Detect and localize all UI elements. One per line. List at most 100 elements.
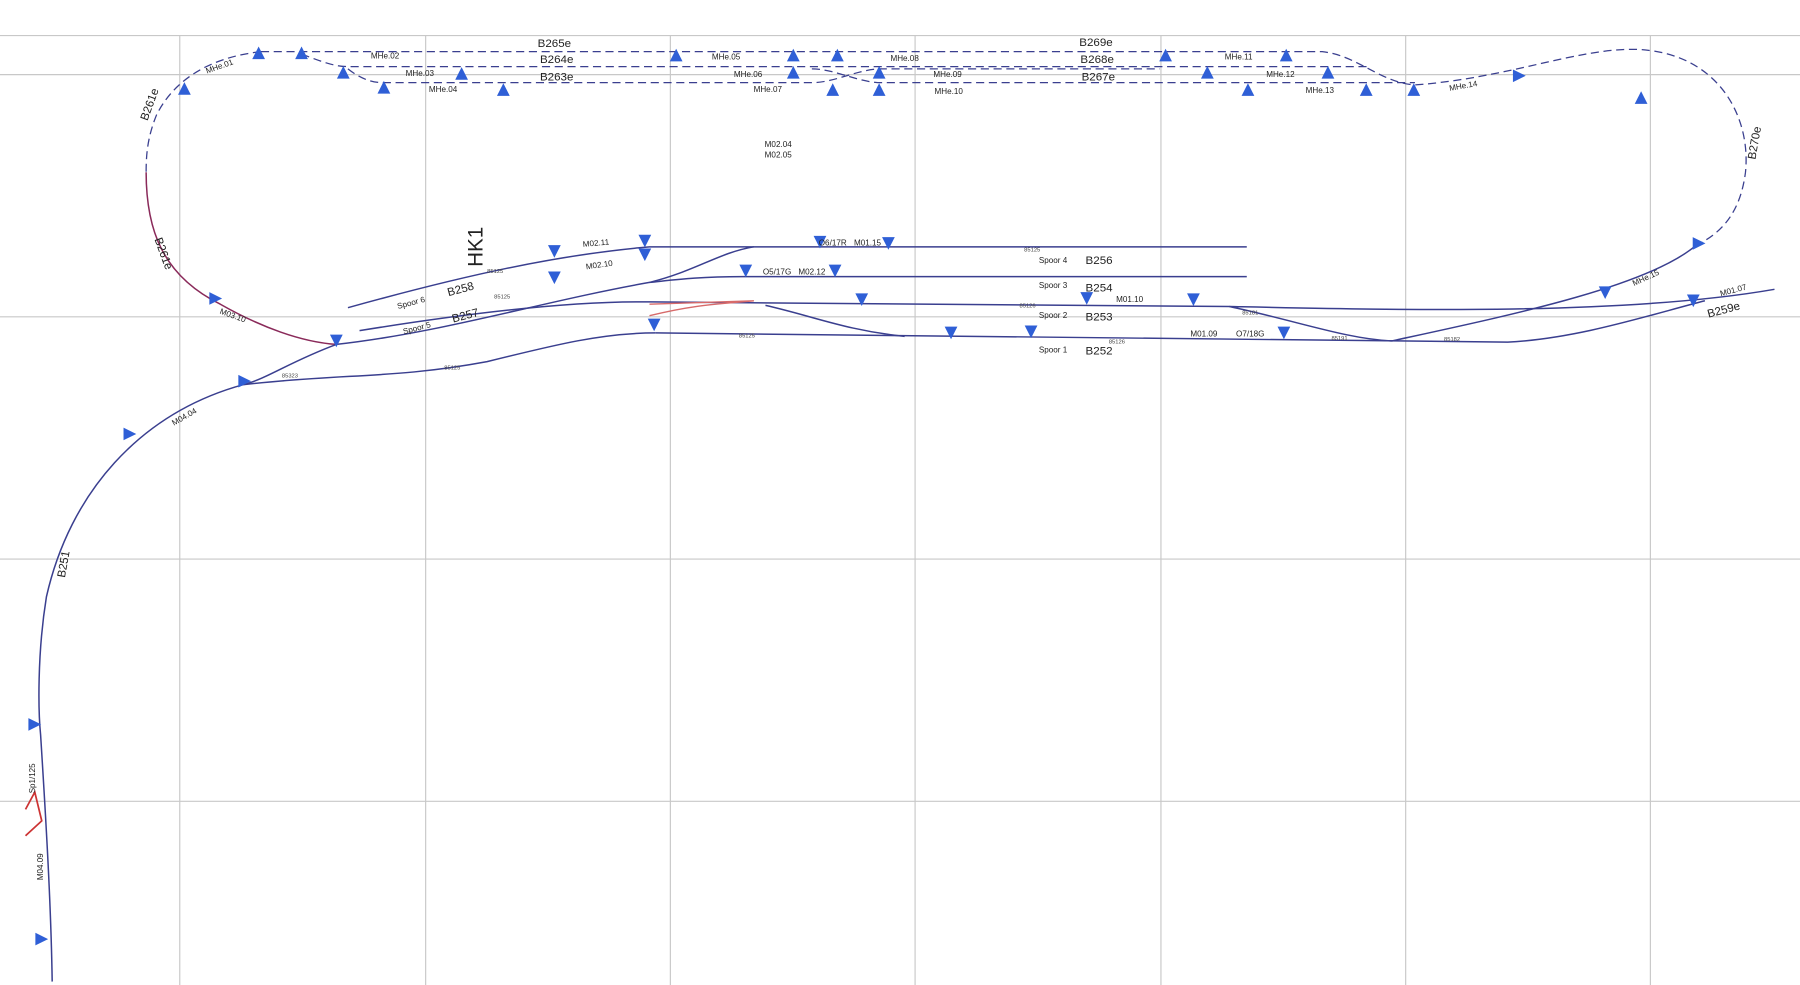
- signal-down: [1686, 294, 1700, 308]
- signal-down: [1024, 325, 1038, 339]
- signal-up: [872, 66, 886, 79]
- signal-down: [882, 237, 895, 250]
- signal-down: [855, 293, 869, 306]
- label: B252: [1086, 346, 1113, 358]
- label: M04.09: [36, 853, 45, 880]
- label: O5/17G: [763, 267, 791, 276]
- label: B268e: [1080, 54, 1113, 66]
- track: [24, 789, 43, 837]
- signal-up: [669, 48, 683, 62]
- label: Sp1/125: [28, 763, 37, 793]
- label: 85191: [1332, 336, 1348, 342]
- label: B263e: [540, 71, 573, 83]
- signal-up: [178, 82, 191, 95]
- signal-down: [1277, 326, 1291, 340]
- signal-down: [1187, 293, 1200, 306]
- signal-up: [295, 46, 308, 60]
- signal-up: [786, 66, 800, 79]
- signal-down: [638, 248, 652, 262]
- signal-side: [1512, 69, 1526, 83]
- label: MHe.15: [1631, 268, 1661, 288]
- label: Spoor 6: [396, 295, 426, 311]
- label: M02.05: [765, 150, 793, 159]
- signals: [28, 46, 1706, 946]
- label: 85125: [494, 295, 510, 301]
- label: MHe.05: [712, 53, 741, 62]
- label: B256: [1086, 255, 1113, 267]
- label: MHe.02: [371, 52, 400, 61]
- label: B270e: [1746, 126, 1764, 161]
- track: [336, 246, 1247, 346]
- label: MHe.08: [890, 54, 919, 63]
- signal-down: [813, 235, 827, 249]
- label: B253: [1086, 311, 1113, 323]
- label: MHe.12: [1266, 70, 1295, 79]
- label: M02.04: [765, 140, 793, 149]
- label: 85125: [444, 366, 460, 372]
- signal-up: [1241, 83, 1255, 96]
- label: MHe.11: [1225, 53, 1253, 62]
- track: [359, 288, 1775, 332]
- label: MHe.10: [935, 87, 964, 96]
- signal-side: [1692, 237, 1706, 250]
- label: MHe.04: [429, 85, 458, 94]
- label: 85125: [739, 334, 755, 340]
- label: Spoor 3: [1039, 281, 1068, 290]
- track: [347, 68, 1415, 84]
- signal-side: [28, 718, 42, 731]
- track: [301, 53, 1369, 68]
- label: 85126: [1109, 339, 1125, 345]
- label: 85181: [1242, 311, 1258, 317]
- label: M02.11: [582, 238, 610, 249]
- signal-up: [1634, 91, 1648, 104]
- signal-down: [828, 264, 842, 278]
- signal-down: [548, 271, 561, 285]
- label: MHe.07: [754, 85, 783, 94]
- label: Spoor 2: [1039, 311, 1068, 320]
- label: 85126: [1020, 304, 1036, 310]
- signal-up: [377, 80, 391, 94]
- label: O6/17R: [819, 239, 847, 248]
- label: 85125: [1024, 247, 1040, 253]
- track: [145, 172, 337, 346]
- label: B265e: [538, 38, 571, 50]
- label: MHe.14: [1448, 79, 1478, 93]
- label: M02.10: [585, 259, 614, 272]
- track: [649, 300, 754, 317]
- label: MHe.06: [734, 70, 763, 79]
- track: [649, 275, 1247, 284]
- label: M01.15: [854, 239, 882, 248]
- label: B267e: [1082, 71, 1115, 83]
- label: Spoor 1: [1039, 345, 1068, 354]
- signal-up: [1279, 48, 1293, 62]
- label: Spoor 5: [402, 320, 432, 336]
- signal-up: [830, 48, 844, 62]
- label: O7/18G: [1236, 329, 1264, 338]
- signal-up: [1159, 48, 1172, 62]
- signal-down: [638, 234, 652, 248]
- signal-up: [455, 67, 468, 80]
- track: [1391, 245, 1697, 342]
- label: B261e: [151, 236, 174, 271]
- label: B258: [446, 281, 475, 299]
- track: [260, 48, 1747, 247]
- signal-down: [1080, 292, 1094, 305]
- signal-up: [336, 66, 350, 79]
- label: M01.09: [1190, 329, 1218, 338]
- tracks: [24, 48, 1775, 982]
- labels: B265e B264e B263e B269e B268e B267e B261…: [28, 37, 1764, 880]
- label: B259e: [1706, 300, 1741, 320]
- label: B251: [56, 550, 73, 578]
- signal-up: [1321, 66, 1335, 79]
- signal-up: [872, 83, 886, 96]
- track: [655, 300, 1706, 343]
- signal-down: [647, 318, 661, 332]
- label: MHe.03: [406, 69, 435, 78]
- label: MHe.13: [1306, 86, 1335, 95]
- track: [38, 343, 337, 982]
- label: B254: [1086, 283, 1114, 295]
- signal-up: [496, 83, 510, 96]
- label: MHe.01: [205, 57, 235, 75]
- label: M02.12: [798, 267, 826, 276]
- signal-up: [786, 48, 800, 62]
